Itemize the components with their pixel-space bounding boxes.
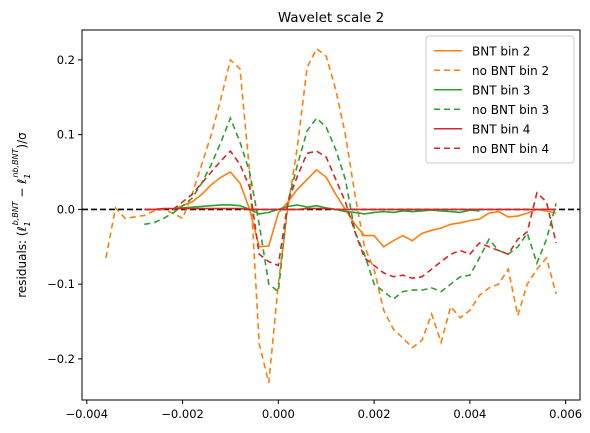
x-tick-label: 0.006: [549, 407, 582, 421]
series-line-4: [144, 116, 557, 301]
legend-label: BNT bin 3: [472, 83, 530, 97]
y-tick-label: 0.2: [57, 53, 75, 67]
legend: BNT bin 2 no BNT bin 2 BNT bin 3 no BNT bin…: [425, 35, 575, 164]
legend-label: no BNT bin 2: [472, 64, 549, 78]
legend-label: no BNT bin 4: [472, 142, 549, 156]
y-tick-label: 0.1: [57, 128, 75, 142]
x-tick-label: −0.002: [161, 407, 204, 421]
series-line-5: [144, 207, 557, 211]
legend-label: BNT bin 2: [472, 44, 530, 58]
series-line-6: [172, 149, 557, 280]
y-tick-label: −0.2: [47, 352, 75, 366]
series-line-2: [105, 47, 557, 383]
x-tick-label: 0.002: [358, 407, 391, 421]
plot-area: [82, 47, 580, 383]
y-axis-label: residuals: (ℓ1b,BNT − ℓ1nb,BNT)/σ: [11, 132, 32, 298]
legend-label: BNT bin 4: [472, 122, 530, 136]
legend-box: [425, 35, 575, 164]
series-line-1: [172, 168, 557, 248]
axis-ticks: −0.004 −0.002 0.000 0.002 0.004 0.006 −0.2 −0.1…: [47, 53, 582, 421]
axes-frame: [81, 29, 581, 401]
y-tick-label: −0.1: [47, 277, 75, 291]
y-tick-label: 0.0: [57, 202, 75, 216]
chart-title: Wavelet scale 2: [278, 10, 384, 26]
legend-label: no BNT bin 3: [472, 103, 549, 117]
x-tick-label: 0.004: [453, 407, 486, 421]
x-tick-label: −0.004: [66, 407, 109, 421]
x-tick-label: 0.000: [262, 407, 295, 421]
